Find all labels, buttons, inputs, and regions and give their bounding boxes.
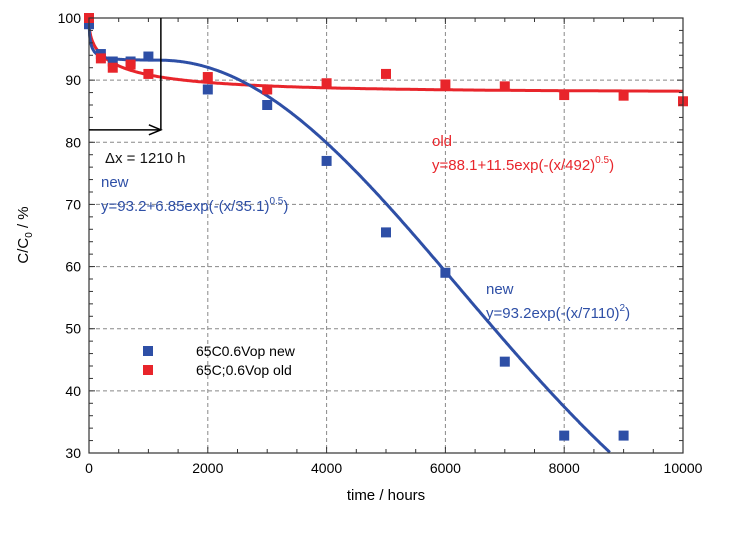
point-old: [202, 72, 213, 83]
y-tick-label: 100: [58, 10, 82, 26]
point-new: [381, 227, 391, 238]
legend-marker-new: [143, 346, 153, 356]
y-tick-label: 70: [65, 196, 81, 212]
fit-old-formula: y=88.1+11.5exp(-(x/492)0.5): [432, 155, 614, 174]
point-new: [618, 430, 629, 441]
point-old: [321, 78, 332, 89]
point-new: [262, 100, 273, 110]
legend-label-old: 65C;0.6Vop old: [196, 362, 292, 378]
arrow-head-icon: [148, 124, 163, 136]
point-new: [499, 356, 510, 367]
fit-curves: [87, 17, 683, 454]
y-tick-label: 90: [65, 72, 81, 88]
fit-old-label: old: [432, 133, 452, 150]
point-new: [143, 51, 154, 62]
x-tick-label: 8000: [549, 460, 580, 476]
point-new: [321, 155, 332, 166]
y-tick-label: 80: [65, 134, 81, 150]
fit-curve-new: [87, 17, 611, 454]
point-old: [125, 59, 136, 70]
point-old: [440, 79, 451, 90]
shift-annotation: [89, 18, 163, 136]
fit-new-early-label: new: [101, 174, 129, 191]
point-old: [107, 62, 118, 73]
x-tick-label: 2000: [192, 460, 223, 476]
point-new: [559, 430, 570, 441]
point-new: [440, 267, 451, 278]
fit-new-late-formula: y=93.2exp(-(x/7110)2): [486, 303, 630, 322]
point-old: [381, 68, 391, 79]
x-axis-label: time / hours: [347, 487, 425, 504]
point-old: [95, 53, 106, 64]
point-new: [107, 56, 118, 67]
legend: 65C0.6Vop new 65C;0.6Vop old: [143, 343, 296, 378]
fit-new-early-formula: y=93.2+6.85exp(-(x/35.1)0.5): [101, 196, 288, 215]
x-tick-label: 10000: [664, 460, 703, 476]
point-old: [143, 68, 154, 79]
y-tick-label: 50: [65, 321, 81, 337]
point-new: [202, 84, 213, 95]
point-old: [499, 81, 510, 92]
y-tick-label: 60: [65, 259, 81, 275]
y-axis-label: C/C0 / %: [15, 206, 35, 263]
shift-label: Δx = 1210 h: [105, 150, 186, 167]
legend-label-new: 65C0.6Vop new: [196, 343, 296, 359]
x-tick-label: 0: [85, 460, 93, 476]
legend-marker-old: [143, 365, 153, 375]
point-old: [262, 84, 273, 95]
point-old: [559, 90, 570, 101]
y-tick-label: 30: [65, 445, 81, 461]
y-tick-label: 40: [65, 383, 81, 399]
fit-new-late-label: new: [486, 281, 514, 298]
ticks: 0 2000 4000 6000 8000 10000 30 40 50 60 70 80 90 100: [58, 10, 703, 476]
x-tick-label: 6000: [430, 460, 461, 476]
point-old: [618, 90, 629, 101]
fit-curve-old: [87, 20, 683, 93]
x-tick-label: 4000: [311, 460, 342, 476]
data-points: [84, 13, 688, 441]
